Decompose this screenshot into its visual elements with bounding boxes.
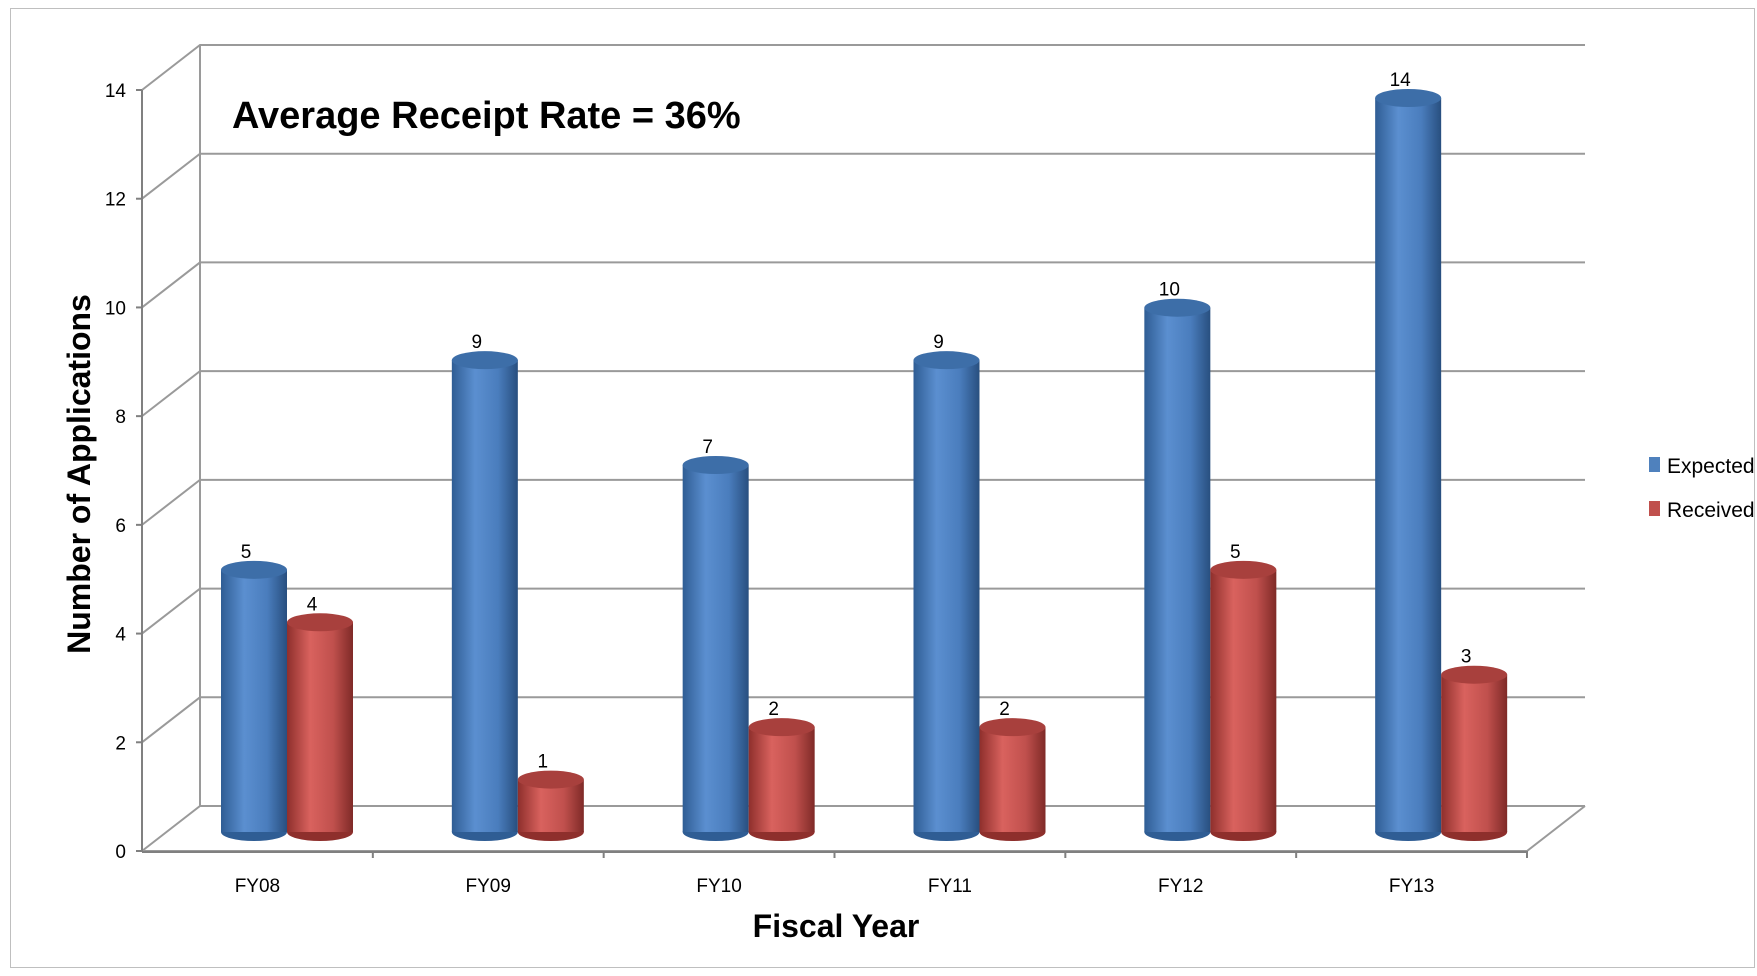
bar-body	[748, 727, 815, 832]
legend-item-received: Received	[1649, 499, 1755, 522]
gridlines	[141, 44, 1585, 852]
bar-received-fy13	[1441, 665, 1508, 841]
bar-top	[979, 718, 1046, 737]
legend-label: Received	[1667, 499, 1755, 522]
chart-annotation: Average Receipt Rate = 36%	[232, 95, 741, 137]
data-label: 7	[702, 437, 713, 458]
bar-received-fy08	[287, 613, 353, 841]
y-tick-label: 8	[115, 407, 126, 428]
bar-received-fy09	[517, 770, 584, 841]
bar-expected-fy10	[682, 456, 749, 841]
bar-top	[1375, 89, 1442, 107]
y-axis-title: Number of Applications	[61, 294, 97, 654]
legend-swatch	[1649, 457, 1660, 472]
bar-body	[1210, 569, 1277, 832]
data-label: 4	[307, 594, 318, 615]
bar-received-fy11	[979, 718, 1046, 841]
bar-top	[913, 351, 980, 370]
y-axis-ticks: 0 2 4 6 8 10 12 14	[105, 81, 142, 863]
gridline	[141, 152, 1585, 200]
y-tick-label: 14	[105, 81, 127, 102]
bar-body	[451, 360, 518, 832]
gridline	[141, 44, 1585, 91]
bar-top	[748, 718, 815, 737]
data-label: 2	[999, 699, 1010, 720]
data-label: 9	[933, 332, 944, 353]
bar-expected-fy09	[451, 351, 518, 841]
gridline	[141, 696, 1585, 744]
data-labels: 5 4 9 1 7 2 9 2 10 5 14 3	[241, 70, 1472, 773]
bar-body	[1144, 307, 1211, 832]
gridline	[141, 370, 1585, 417]
floor-edge	[142, 805, 1586, 852]
y-tick-label: 6	[115, 516, 126, 537]
bar-top	[1210, 560, 1277, 579]
x-tick-label: FY09	[466, 876, 511, 897]
legend-item-expected: Expected	[1649, 455, 1755, 478]
bars	[221, 89, 1508, 841]
x-tick-label: FY13	[1389, 876, 1434, 897]
bar-expected-fy08	[221, 560, 287, 841]
bar-top	[221, 560, 287, 579]
bar-body	[1375, 98, 1442, 832]
bar-expected-fy11	[913, 351, 980, 841]
y-tick-label: 12	[105, 190, 126, 211]
legend: Expected Received	[1649, 455, 1755, 522]
bar-top	[451, 351, 518, 370]
legend-swatch	[1649, 501, 1660, 516]
x-tick-label: FY11	[928, 876, 972, 897]
data-label: 5	[241, 542, 252, 563]
bar-received-fy12	[1210, 560, 1277, 841]
y-tick-label: 10	[105, 298, 126, 319]
data-label: 1	[538, 752, 549, 773]
data-label: 5	[1230, 542, 1241, 563]
axes	[141, 90, 1586, 853]
bar-top	[682, 456, 749, 474]
gridline	[141, 261, 1585, 309]
x-tick-label: FY08	[235, 876, 280, 897]
x-tick-label: FY10	[696, 876, 741, 897]
data-label: 2	[768, 699, 779, 720]
data-label: 9	[472, 332, 483, 353]
bar-top	[287, 613, 353, 632]
x-axis-title: Fiscal Year	[753, 908, 920, 944]
bar-body	[913, 360, 980, 832]
chart-frame	[10, 8, 1755, 968]
x-tick-label: FY12	[1158, 876, 1203, 897]
data-label: 3	[1461, 647, 1472, 668]
bar-body	[221, 569, 287, 832]
bar-top	[1144, 298, 1211, 317]
bar-body	[682, 465, 749, 832]
x-axis-ticks: FY08 FY09 FY10 FY11 FY12 FY13	[235, 851, 1528, 897]
gridline	[141, 587, 1585, 635]
bar-received-fy10	[748, 718, 815, 841]
bar-body	[979, 727, 1046, 832]
legend-label: Expected	[1667, 455, 1755, 478]
data-label: 14	[1390, 70, 1412, 91]
data-label: 10	[1159, 280, 1180, 301]
gridline	[141, 805, 1585, 852]
y-tick-label: 2	[115, 733, 126, 754]
bar-expected-fy13	[1375, 89, 1442, 841]
bar-body	[287, 622, 353, 832]
y-tick-label: 0	[115, 842, 126, 863]
bar-expected-fy12	[1144, 298, 1211, 841]
gridline	[141, 478, 1585, 526]
bar-top	[517, 770, 584, 789]
bar-top	[1441, 665, 1508, 684]
bar-body	[1441, 674, 1508, 832]
y-tick-label: 4	[115, 625, 126, 646]
